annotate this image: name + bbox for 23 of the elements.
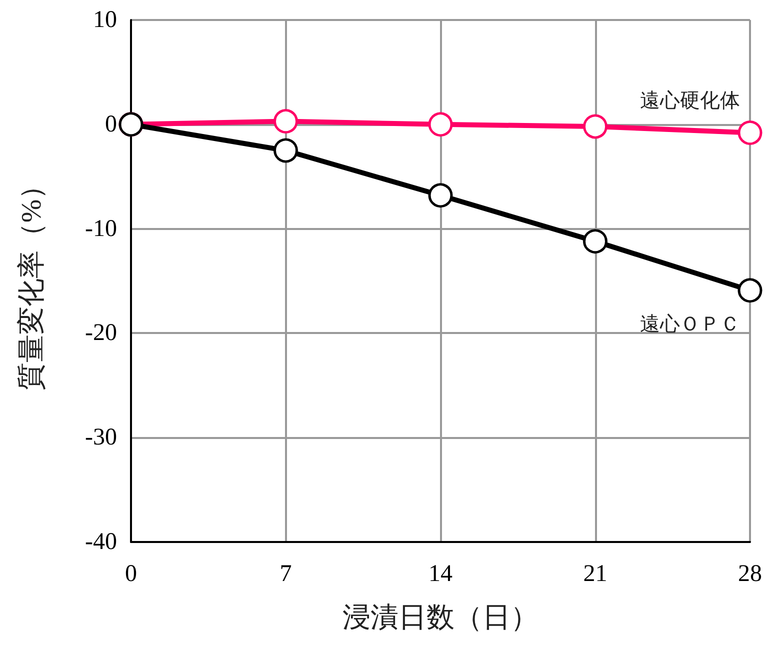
- point: [274, 138, 298, 163]
- point: [274, 109, 298, 134]
- x-tick-label: 28: [738, 561, 762, 587]
- x-tick-label: 7: [280, 561, 292, 587]
- point: [583, 114, 608, 139]
- y-tick-label: -10: [85, 216, 117, 242]
- y-tick-label: 0: [105, 111, 117, 138]
- x-tick-label: 0: [125, 561, 137, 587]
- x-axis-title: 浸漬日数（日）: [342, 602, 538, 634]
- series-label: 遠心硬化体: [640, 90, 740, 112]
- point: [428, 112, 453, 137]
- y-tick-label: -30: [85, 424, 117, 451]
- point: [428, 183, 453, 208]
- x-tick-label: 21: [583, 561, 608, 587]
- series-label: 遠心ＯＰＣ: [640, 313, 740, 336]
- point: [738, 278, 762, 303]
- y-tick-label: 10: [93, 7, 117, 33]
- point: [583, 229, 608, 254]
- x-tick-label: 14: [428, 561, 452, 587]
- y-tick-label: -40: [85, 529, 117, 555]
- y-axis-title: 質量変化率（%）: [16, 171, 48, 391]
- point: [738, 120, 762, 145]
- y-tick-label: -20: [85, 320, 117, 346]
